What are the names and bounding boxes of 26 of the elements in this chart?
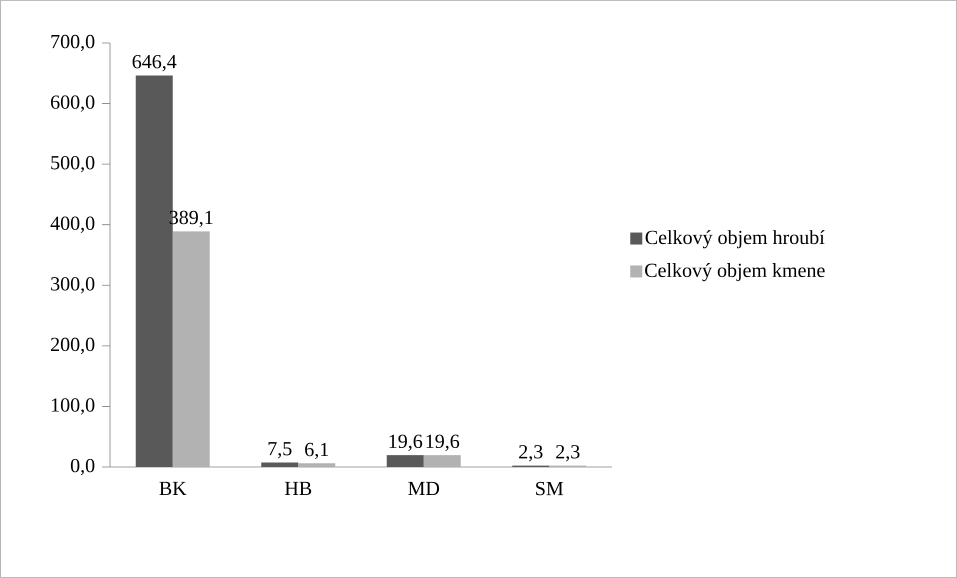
bar [172,231,210,467]
x-tick-label: BK [159,482,186,496]
legend-label: Celkový objem hroubí [646,230,825,248]
bar [424,455,461,467]
bar [298,463,336,467]
data-label: 19,6 [426,434,460,451]
data-label: 19,6 [390,434,422,451]
x-tick-label: MD [408,482,440,495]
y-tick-label: 700,0 [51,34,94,52]
data-label: 2,3 [556,445,580,462]
bar [386,455,424,467]
x-tick-label: SM [536,482,564,496]
data-label: 6,1 [305,442,328,460]
y-tick-label: 200,0 [51,338,94,354]
x-tick-label: HB [284,482,312,496]
y-tick-label: 100,0 [52,398,94,415]
data-label: 7,5 [268,442,292,458]
data-label: 646,4 [132,54,176,72]
y-tick-label: 500,0 [51,156,94,172]
legend-label: Celkový objem kmene [645,262,825,282]
y-tick-label: 400,0 [50,216,94,233]
data-label: 2,3 [519,445,542,462]
y-tick-label: 600,0 [50,95,94,112]
y-tick-label: 300,0 [51,277,94,294]
bar [261,462,298,467]
y-tick-label: 0,0 [70,458,94,476]
